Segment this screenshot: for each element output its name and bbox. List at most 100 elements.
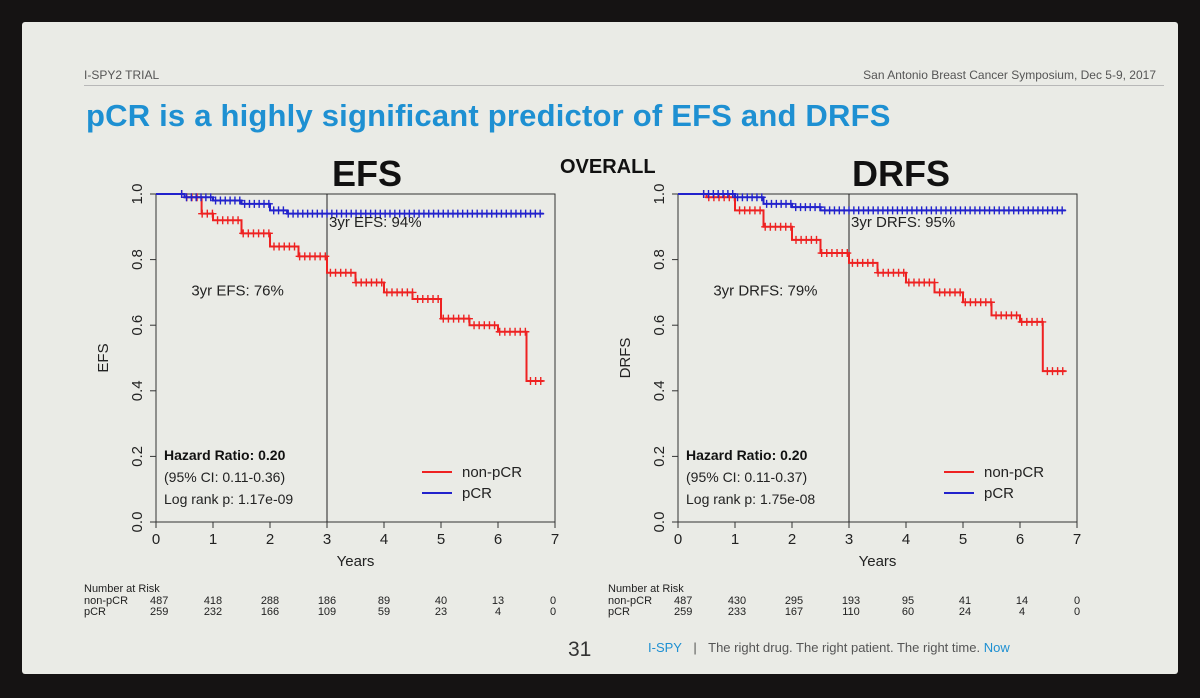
drfs-y-tick-label: 0.8 [651, 249, 668, 270]
efs-censor-mark-pcr [264, 199, 273, 208]
efs-chart-title: EFS [332, 153, 403, 194]
drfs-x-axis-label: Years [859, 553, 897, 570]
drfs-censor-mark-non-pcr [956, 288, 965, 297]
risk-cell: 487 [150, 595, 169, 607]
risk-cell: 109 [317, 606, 337, 618]
drfs-censor-mark-non-pcr [786, 222, 795, 231]
efs-y-tick-label: 0.0 [129, 512, 146, 533]
efs-x-tick-label: 5 [437, 531, 445, 548]
drfs-censor-mark-non-pcr [1058, 367, 1067, 376]
header-rule [84, 85, 1164, 86]
efs-x-tick-label: 2 [266, 531, 274, 548]
drfs-x-tick-label: 5 [959, 531, 967, 548]
risk-row-label: pCR [84, 606, 107, 618]
efs-hazard-ratio: Hazard Ratio: 0.20 [164, 447, 286, 463]
risk-cell: 0 [549, 595, 557, 607]
risk-cell: 186 [317, 595, 337, 607]
efs-censor-mark-non-pcr [490, 321, 499, 330]
efs-censor-mark-non-pcr [208, 209, 217, 218]
efs-nonpcr-annotation: 3yr EFS: 76% [191, 283, 284, 300]
drfs-x-tick-label: 1 [731, 531, 739, 548]
drfs-risk-table: Number at Risk non-pCR 487 430 295 193 95 41 14 0… [608, 583, 1128, 633]
drfs-censor-mark-non-pcr [1012, 311, 1021, 320]
efs-censor-mark-non-pcr [434, 294, 443, 303]
drfs-plot-frame [677, 193, 1078, 523]
drfs-confidence-interval: (95% CI: 0.11-0.37) [686, 469, 807, 485]
page-number: 31 [568, 638, 592, 661]
efs-risk-table: Number at Risk non-pCR 487 418 288 186 89 40 13 0… [84, 583, 604, 633]
risk-cell: 41 [958, 595, 972, 607]
drfs-series-pcr-line [678, 193, 1066, 212]
risk-cell: 4 [494, 606, 502, 618]
efs-legend-label-non-pcr: non-pCR [462, 464, 522, 481]
risk-cell: 259 [674, 606, 693, 618]
risk-cell: 24 [958, 606, 972, 618]
efs-y-tick-label: 0.8 [129, 249, 146, 270]
risk-cell: 430 [727, 595, 747, 607]
footer-now: Now [983, 640, 1010, 655]
drfs-x-tick-label: 3 [845, 531, 853, 548]
efs-plot: 0.0 0.2 0.4 0.6 0.8 1.0 0 1 2 3 4 5 6 7 Years EFS 3yr EF… [95, 184, 559, 570]
risk-table-heading: Number at Risk [84, 583, 160, 595]
drfs-y-tick-label: 0.0 [651, 512, 668, 533]
efs-x-tick-label: 0 [152, 531, 160, 548]
risk-cell: 166 [260, 606, 280, 618]
efs-censor-mark-pcr [536, 209, 545, 218]
risk-table-heading: Number at Risk [608, 583, 684, 595]
slide-title: pCR is a highly significant predictor of… [86, 98, 891, 133]
drfs-censor-mark-pcr [815, 203, 824, 212]
footer: I-SPY | The right drug. The right patien… [648, 640, 1010, 655]
efs-censor-mark-pcr [279, 206, 288, 215]
header-left: I-SPY2 TRIAL [84, 68, 160, 82]
efs-y-tick-label: 0.6 [129, 315, 146, 336]
drfs-log-rank-p: Log rank p: 1.75e-08 [686, 491, 815, 507]
risk-cell: 418 [203, 595, 223, 607]
efs-y-tick-label: 0.4 [129, 380, 146, 401]
risk-cell: 0 [549, 606, 557, 618]
drfs-pcr-annotation: 3yr DRFS: 95% [851, 214, 955, 231]
drfs-chart-title: DRFS [852, 153, 950, 194]
slide: I-SPY2 TRIAL San Antonio Breast Cancer S… [22, 22, 1178, 674]
risk-cell: 167 [784, 606, 804, 618]
risk-row-label: non-pCR [84, 595, 129, 607]
efs-x-tick-label: 6 [494, 531, 502, 548]
risk-cell: 59 [377, 606, 391, 618]
efs-censor-mark-pcr [235, 196, 244, 205]
footer-tagline: The right drug. The right patient. The r… [708, 640, 981, 655]
efs-y-axis-label: EFS [95, 343, 112, 372]
risk-cell: 89 [377, 595, 391, 607]
risk-cell: 0 [1073, 606, 1081, 618]
efs-censor-mark-pcr [177, 190, 186, 198]
header-right: San Antonio Breast Cancer Symposium, Dec… [863, 68, 1156, 82]
risk-cell: 110 [842, 606, 860, 618]
drfs-censor-mark-pcr [728, 190, 737, 198]
efs-log-rank-p: Log rank p: 1.17e-09 [164, 491, 293, 507]
drfs-x-tick-label: 0 [674, 531, 682, 548]
efs-plot-frame [155, 193, 556, 523]
drfs-censor-mark-non-pcr [899, 268, 908, 277]
risk-cell: 487 [674, 595, 693, 607]
risk-cell: 0 [1073, 595, 1081, 607]
risk-cell: 288 [260, 595, 280, 607]
efs-censor-mark-non-pcr [464, 314, 473, 323]
risk-cell: 40 [434, 595, 448, 607]
drfs-x-tick-label: 6 [1016, 531, 1024, 548]
efs-y-tick-label: 1.0 [129, 184, 146, 205]
risk-cell: 233 [727, 606, 747, 618]
efs-censor-mark-non-pcr [536, 376, 545, 385]
drfs-plot: 0.0 0.2 0.4 0.6 0.8 1.0 0 1 2 3 4 5 6 7 Years DRFS 3yr D… [617, 184, 1081, 570]
efs-x-axis-label: Years [337, 553, 375, 570]
risk-cell: 23 [434, 606, 448, 618]
drfs-censor-mark-non-pcr [812, 235, 821, 244]
risk-cell: 13 [491, 595, 505, 607]
drfs-hazard-ratio: Hazard Ratio: 0.20 [686, 447, 808, 463]
efs-confidence-interval: (95% CI: 0.11-0.36) [164, 469, 285, 485]
efs-x-tick-label: 4 [380, 531, 388, 548]
risk-row-label: pCR [608, 606, 631, 618]
risk-cell: 259 [150, 606, 169, 618]
efs-censor-mark-non-pcr [408, 288, 417, 297]
efs-censor-mark-non-pcr [234, 216, 243, 225]
drfs-y-axis-label: DRFS [617, 338, 634, 379]
drfs-censor-mark-non-pcr [756, 206, 765, 215]
efs-censor-mark-non-pcr [321, 252, 330, 261]
